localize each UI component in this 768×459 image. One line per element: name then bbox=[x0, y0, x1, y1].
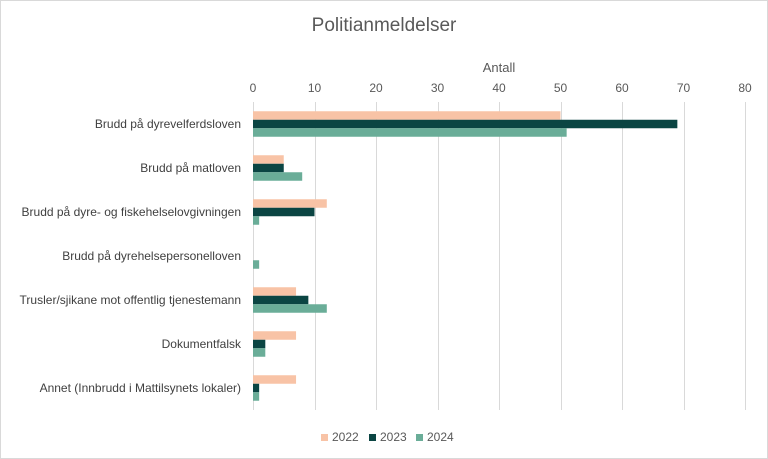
x-tick-label: 80 bbox=[738, 81, 752, 95]
category-labels: Brudd på dyrevelferdsloven Brudd på matlo… bbox=[20, 117, 242, 395]
bar-2024-4 bbox=[253, 304, 327, 313]
bar-2024-3 bbox=[253, 260, 260, 269]
bar-2023-1 bbox=[253, 163, 284, 173]
bar-2024-6 bbox=[253, 392, 260, 401]
bar-2022-0 bbox=[253, 111, 561, 120]
legend-swatch-2023 bbox=[369, 434, 376, 441]
x-axis-title: Antall bbox=[483, 60, 516, 75]
bar-2023-6 bbox=[253, 383, 260, 393]
bar-2023-2 bbox=[253, 207, 315, 217]
chart-title: Politianmeldelser bbox=[312, 15, 457, 36]
category-label: Trusler/sjikane mot offentlig tjenestema… bbox=[20, 293, 241, 307]
category-label: Annet (Innbrudd i Mattilsynets lokaler) bbox=[40, 381, 241, 395]
category-label: Dokumentfalsk bbox=[162, 337, 242, 351]
category-label: Brudd på dyrevelferdsloven bbox=[95, 117, 241, 131]
bar-2023-5 bbox=[253, 339, 266, 349]
bar-2022-6 bbox=[253, 375, 297, 384]
legend-swatch-2024 bbox=[416, 434, 423, 441]
x-axis-ticks: 0 10 20 30 40 50 60 70 80 bbox=[250, 81, 752, 95]
legend-swatch-2022 bbox=[321, 434, 328, 441]
x-tick-label: 50 bbox=[554, 81, 568, 95]
legend-label-2023: 2023 bbox=[380, 430, 407, 444]
x-tick-label: 30 bbox=[431, 81, 445, 95]
x-tick-label: 60 bbox=[615, 81, 629, 95]
gridlines bbox=[253, 102, 746, 410]
bar-2024-0 bbox=[253, 128, 567, 137]
x-tick-label: 0 bbox=[250, 81, 257, 95]
bar-2023-4 bbox=[253, 295, 309, 305]
x-tick-label: 20 bbox=[369, 81, 383, 95]
bar-2022-5 bbox=[253, 331, 297, 340]
legend-label-2022: 2022 bbox=[332, 430, 359, 444]
legend-label-2024: 2024 bbox=[427, 430, 454, 444]
category-label: Brudd på dyrehelsepersonelloven bbox=[62, 249, 241, 263]
x-tick-label: 70 bbox=[677, 81, 691, 95]
category-label: Brudd på dyre- og fiskehelselovgivningen bbox=[22, 205, 241, 219]
x-tick-label: 10 bbox=[308, 81, 322, 95]
legend: 2022 2023 2024 bbox=[321, 430, 454, 444]
bar-2022-2 bbox=[253, 199, 327, 208]
bar-2022-4 bbox=[253, 287, 297, 296]
bar-2023-0 bbox=[253, 119, 678, 129]
bar-2024-1 bbox=[253, 172, 303, 181]
x-tick-label: 40 bbox=[492, 81, 506, 95]
bar-2024-2 bbox=[253, 216, 260, 225]
bar-2022-1 bbox=[253, 155, 284, 164]
bar-2024-5 bbox=[253, 348, 266, 357]
category-label: Brudd på matloven bbox=[140, 161, 241, 175]
bars bbox=[253, 111, 678, 401]
